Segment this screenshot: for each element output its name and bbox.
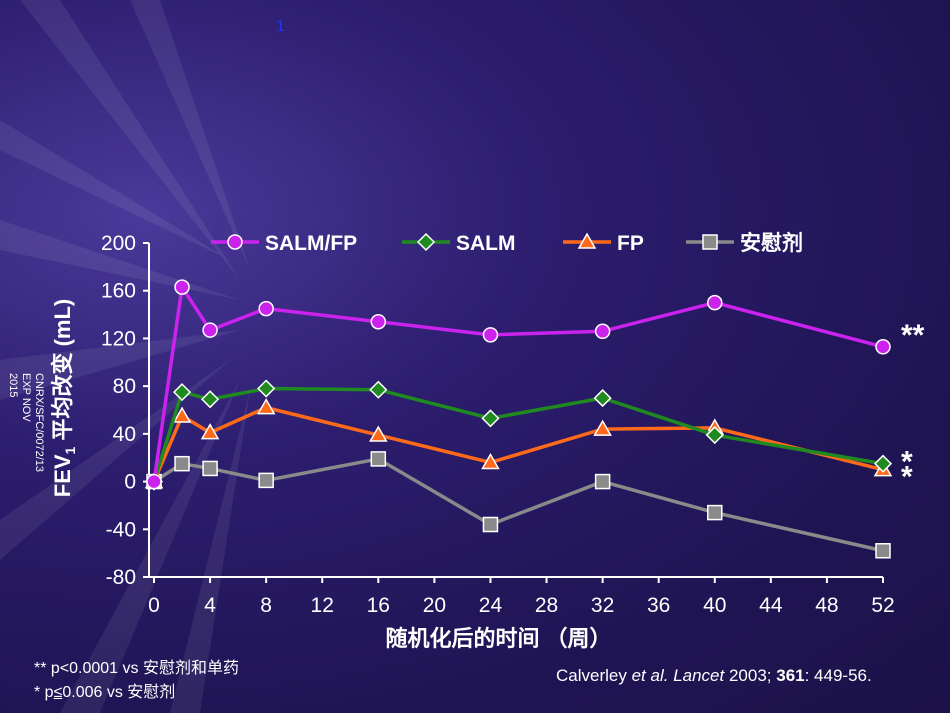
significance-annotation: ** <box>901 319 925 352</box>
data-point-salm-fp <box>370 313 387 330</box>
y-tick-label: 0 <box>124 471 136 494</box>
data-point-placebo <box>482 516 499 533</box>
data-point-salm <box>481 409 500 428</box>
legend-marker <box>227 234 243 250</box>
x-tick-label: 24 <box>479 594 503 617</box>
legend-item-salm: SALM <box>402 232 516 255</box>
footnote-1: ** p<0.0001 vs 安慰剂和单药 <box>34 660 239 677</box>
citation-journal: Lancet <box>673 666 725 685</box>
data-point-fp <box>481 452 500 470</box>
y-tick-label: -80 <box>106 566 136 589</box>
x-tick-label: 4 <box>204 594 216 617</box>
legend-label: SALM/FP <box>265 232 357 255</box>
footnotes: ** p<0.0001 vs 安慰剂和单药 * p≤0.006 vs 安慰剂 <box>34 657 239 705</box>
x-tick-label: 36 <box>647 594 670 617</box>
footnote-2-rest: 0.006 vs 安慰剂 <box>62 684 176 701</box>
data-point-salm <box>705 425 724 445</box>
data-point-placebo <box>707 504 723 521</box>
y-tick-label: 40 <box>113 423 136 446</box>
citation-volume: 361 <box>776 666 805 685</box>
data-point-salm-fp <box>258 300 274 317</box>
y-tick-label: 160 <box>101 280 136 303</box>
data-point-salm-fp <box>202 322 218 338</box>
data-point-placebo <box>174 455 190 472</box>
legend-item-salm-fp: SALM/FP <box>211 232 357 255</box>
data-point-placebo <box>370 451 387 467</box>
data-point-placebo <box>202 460 218 477</box>
legend-label: 安慰剂 <box>740 231 803 255</box>
citation: Calverley et al. Lancet 2003; 361: 449-5… <box>556 666 872 686</box>
y-tick-label: -40 <box>106 518 136 541</box>
data-point-salm-fp <box>594 323 611 340</box>
x-tick-label: 48 <box>815 594 838 617</box>
data-point-fp <box>200 423 220 440</box>
x-tick-label: 12 <box>311 594 334 617</box>
data-point-salm <box>257 379 276 398</box>
x-tick-label: 0 <box>148 594 160 617</box>
data-point-fp <box>369 425 388 442</box>
footnote-2: * p≤0.006 vs 安慰剂 <box>34 681 239 705</box>
legend-item-placebo: 安慰剂 <box>686 231 803 255</box>
x-tick-label: 52 <box>871 594 894 617</box>
data-point-salm-fp <box>875 339 891 355</box>
x-axis-title: 随机化后的时间 （周） <box>385 626 611 651</box>
legend-label: SALM <box>456 232 516 255</box>
data-point-fp <box>256 398 276 415</box>
x-tick-label: 40 <box>703 594 726 617</box>
x-tick-label: 20 <box>423 594 446 617</box>
data-point-salm-fp <box>482 327 499 343</box>
y-tick-label: 80 <box>113 375 136 398</box>
x-tick-label: 44 <box>759 594 783 617</box>
data-point-salm-fp <box>174 279 190 295</box>
data-point-salm <box>172 383 192 402</box>
citation-authors: Calverley <box>556 666 632 685</box>
data-point-fp <box>172 406 192 423</box>
y-tick-label: 200 <box>101 232 136 255</box>
legend-marker <box>416 232 436 252</box>
series-line-salm <box>152 386 884 483</box>
footnote-2-le: ≤ <box>53 684 63 701</box>
x-tick-label: 28 <box>535 594 558 617</box>
citation-year: 2003; <box>724 666 777 685</box>
data-point-placebo <box>875 543 891 559</box>
citation-pages: : 449-56. <box>804 666 872 685</box>
legend-label: FP <box>617 232 644 255</box>
x-tick-label: 32 <box>591 594 614 617</box>
significance-annotation: * <box>901 461 913 494</box>
y-axis-title: FEV1 平均改变 (mL) <box>50 299 78 497</box>
data-point-salm-fp <box>707 294 723 311</box>
legend-marker <box>577 232 597 249</box>
significance-annotation: * <box>901 446 913 479</box>
series-salm-fp <box>146 279 891 490</box>
series-placebo <box>146 451 891 559</box>
data-point-fp <box>593 419 612 436</box>
data-point-salm <box>873 454 893 473</box>
data-point-placebo <box>594 473 611 490</box>
data-point-salm <box>593 389 612 408</box>
legend-marker <box>702 234 718 250</box>
footnote-2-prefix: * p <box>34 684 54 701</box>
data-point-salm <box>201 390 220 409</box>
citation-etal: et al. <box>631 666 669 685</box>
page-number: 1 <box>276 18 285 35</box>
legend-item-fp: FP <box>563 232 644 255</box>
y-tick-label: 120 <box>101 327 136 350</box>
data-point-salm <box>369 380 388 399</box>
data-point-salm-fp <box>146 473 162 490</box>
x-tick-label: 8 <box>260 594 272 617</box>
series-salm <box>144 379 893 491</box>
data-point-placebo <box>258 472 274 489</box>
x-tick-label: 16 <box>367 594 390 617</box>
